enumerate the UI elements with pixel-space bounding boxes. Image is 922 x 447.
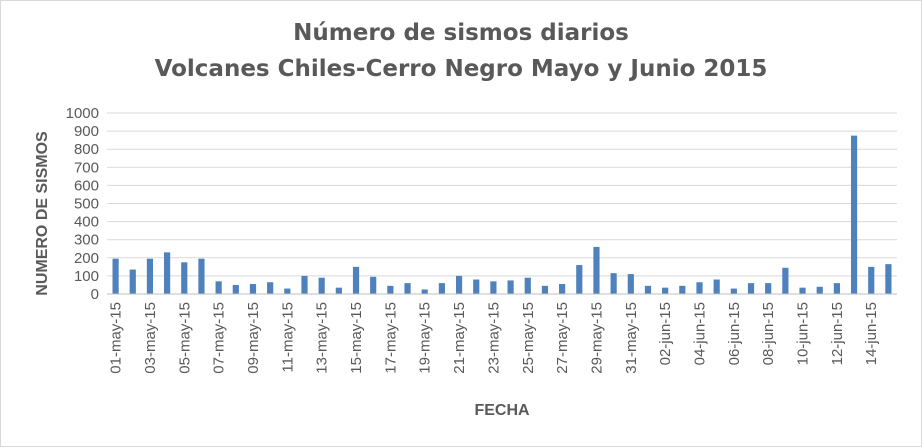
x-tick-label: 06-jun-15 [726,302,743,365]
bar [559,284,566,294]
bar [129,269,136,294]
bar [782,267,789,294]
x-tick-label: 08-jun-15 [760,302,777,365]
bar [524,277,531,294]
bar [507,280,514,294]
bar [181,262,188,294]
x-tick-label: 09-may-15 [245,302,262,374]
x-tick-label: 31-may-15 [623,302,640,374]
y-tick-label: 100 [74,268,99,285]
bar [696,282,703,294]
bar [232,284,239,294]
bar [490,281,497,294]
x-tick-label: 05-may-15 [176,302,193,374]
bar [164,252,171,294]
bar [267,282,274,294]
y-tick-label: 1000 [66,105,99,122]
x-tick-label: 14-jun-15 [863,302,880,365]
y-tick-label: 500 [74,196,99,213]
y-tick-label: 800 [74,141,99,158]
x-tick-label: 15-may-15 [348,302,365,374]
bar [850,135,858,294]
bar [765,283,772,294]
bar [249,284,257,294]
x-tick-label: 01-may-15 [108,302,125,374]
x-tick-labels: 01-may-15 03-may-15 05-may-15 07-may-15 09-m… [108,302,881,374]
bar [438,283,445,294]
bar [352,266,360,294]
bar [610,273,617,294]
bar [627,274,634,294]
y-tick-label: 600 [74,177,99,194]
x-tick-label: 13-may-15 [314,302,331,374]
bar [215,281,222,294]
x-tick-label: 12-jun-15 [829,302,846,365]
bar [370,276,377,294]
bar [335,287,342,294]
gridlines [107,112,897,277]
bar [421,289,428,294]
x-tick-label: 04-jun-15 [692,302,709,365]
x-tick-label: 17-may-15 [382,302,399,374]
y-tick-label: 300 [74,232,99,249]
y-tick-label: 400 [74,214,99,231]
x-tick-label: 29-may-15 [588,302,605,374]
x-tick-label: 07-may-15 [211,302,228,374]
bar [198,258,205,294]
bar [799,287,806,294]
bar [576,265,583,294]
bar [868,266,875,294]
bar [301,275,308,294]
bar [679,285,686,294]
x-tick-label: 25-may-15 [520,302,537,374]
bar [885,264,892,294]
y-tick-label: 200 [74,250,99,267]
y-tick-label: 700 [74,159,99,176]
bar [816,286,823,294]
x-tick-label: 23-may-15 [485,302,502,374]
chart-title: Número de sismos diarios [293,20,629,46]
bar [713,279,720,294]
bar [387,285,394,294]
x-tick-label: 10-jun-15 [795,302,812,365]
bar [747,283,755,294]
y-axis-label: NUMERO DE SISMOS [34,131,51,296]
bar [730,288,737,294]
bar [146,258,154,294]
x-tick-label: 03-may-15 [142,302,159,374]
bar [541,285,549,294]
x-tick-label: 27-may-15 [554,302,571,374]
x-tick-label: 19-may-15 [417,302,434,374]
x-tick-label: 11-may-15 [279,302,296,373]
bar [318,277,325,294]
x-tick-label: 21-may-15 [451,302,468,374]
bar [404,283,411,294]
x-axis-label: FECHA [474,402,530,419]
x-tick-label: 02-jun-15 [657,302,674,365]
bar [473,279,480,294]
bar [112,258,119,294]
bar [593,246,600,294]
bar [644,285,652,294]
bar [284,288,291,294]
y-tick-label: 900 [74,123,99,140]
bar [833,283,840,294]
bar [455,275,463,294]
bars [112,135,892,294]
y-tick-label: 0 [91,286,99,303]
chart-subtitle: Volcanes Chiles-Cerro Negro Mayo y Junio… [154,56,768,82]
bar [662,287,669,294]
